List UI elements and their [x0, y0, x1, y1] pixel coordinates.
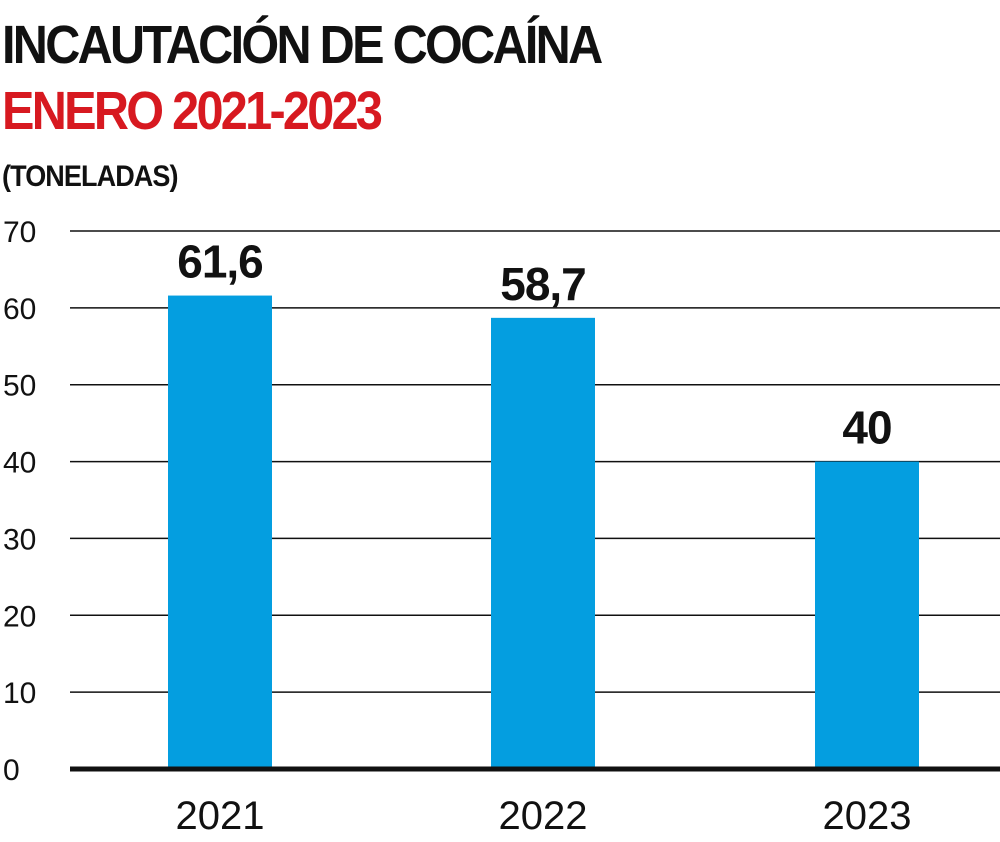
bars	[168, 295, 919, 769]
unit-label: (TONELADAS)	[2, 160, 178, 193]
data-label: 58,7	[500, 258, 586, 310]
bar	[168, 295, 272, 769]
data-labels: 61,6 58,7 40	[177, 236, 892, 454]
y-tick-label: 40	[3, 447, 36, 480]
x-tick-label: 2022	[499, 794, 588, 838]
bar	[815, 461, 919, 769]
chart-title: INCAUTACIÓN DE COCAÍNA	[2, 15, 603, 75]
y-tick-label: 30	[3, 523, 36, 556]
data-label: 61,6	[177, 236, 263, 288]
y-tick-label: 20	[3, 600, 36, 633]
axes: 0 10 20 30 40 50 60 70 2021 2022 2023	[3, 216, 1000, 838]
x-tick-label: 2023	[823, 794, 912, 838]
bar	[491, 317, 595, 769]
y-tick-label: 50	[3, 370, 36, 403]
data-label: 40	[842, 402, 891, 454]
y-tick-label: 70	[3, 216, 36, 249]
y-tick-label: 0	[3, 754, 20, 787]
y-tick-label: 10	[3, 677, 36, 710]
x-tick-label: 2021	[176, 794, 265, 838]
y-tick-label: 60	[3, 293, 36, 326]
chart-subtitle: ENERO 2021-2023	[2, 81, 383, 141]
